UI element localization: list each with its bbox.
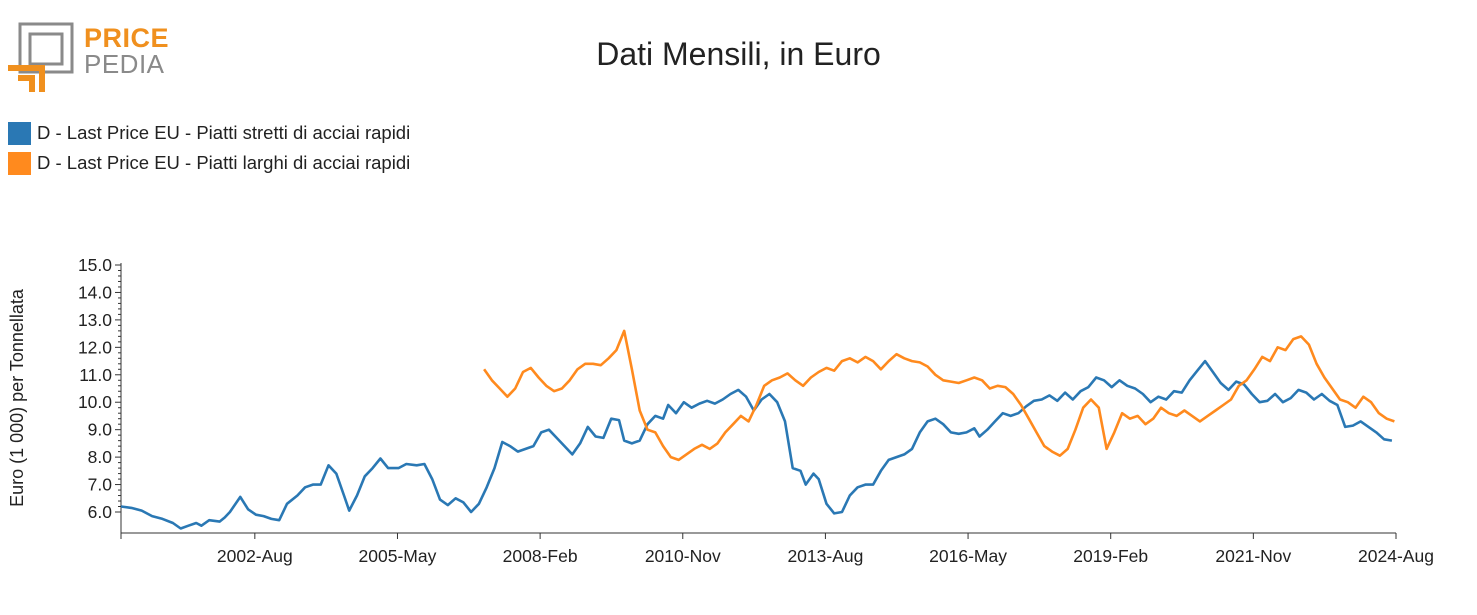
legend-swatch-blue <box>8 121 31 145</box>
legend-item-larghi[interactable]: D - Last Price EU - Piatti larghi di acc… <box>8 148 410 178</box>
y-tick-label: 6.0 <box>88 502 113 522</box>
y-tick-label: 15.0 <box>78 255 112 275</box>
y-tick-label: 7.0 <box>88 475 113 495</box>
x-tick-label: 2002-Aug <box>217 546 293 566</box>
x-tick-label: 2021-Nov <box>1215 546 1291 566</box>
y-axis: 6.0 7.0 8.0 9.0 10.0 11.0 12.0 13.0 14.0 15.0 <box>78 255 122 533</box>
x-tick-label: 2013-Aug <box>787 546 863 566</box>
legend-item-stretti[interactable]: D - Last Price EU - Piatti stretti di ac… <box>8 118 410 148</box>
chart-title: Dati Mensili, in Euro <box>596 36 881 72</box>
y-tick-label: 9.0 <box>88 420 113 440</box>
legend-label-larghi: D - Last Price EU - Piatti larghi di acc… <box>37 152 411 173</box>
x-tick-label: 2010-Nov <box>645 546 721 566</box>
logo-wordmark-pedia: PEDIA <box>84 49 165 79</box>
x-tick-label: 2005-May <box>359 546 437 566</box>
series-line-stretti[interactable] <box>120 359 1393 530</box>
x-axis: 2002-Aug 2005-May 2008-Feb 2010-Nov 2013-Aug… <box>120 532 1434 566</box>
pricepedia-logo: PRICE PEDIA <box>6 20 170 96</box>
series-lines <box>120 329 1395 530</box>
y-axis-label: Euro (1 000) per Tonnellata <box>7 288 27 507</box>
x-tick-label: 2019-Feb <box>1073 546 1148 566</box>
legend-label-stretti: D - Last Price EU - Piatti stretti di ac… <box>37 122 411 143</box>
chart-legend: D - Last Price EU - Piatti stretti di ac… <box>8 118 410 178</box>
logo-mark-icon <box>8 22 74 92</box>
y-tick-label: 13.0 <box>78 310 112 330</box>
y-tick-label: 12.0 <box>78 337 112 357</box>
series-line-larghi[interactable] <box>483 329 1395 462</box>
y-tick-label: 11.0 <box>79 365 112 385</box>
x-tick-label: 2016-May <box>929 546 1007 566</box>
y-tick-label: 10.0 <box>78 392 112 412</box>
logo-wordmark-price: PRICE <box>84 23 170 53</box>
x-tick-label: 2024-Aug <box>1358 546 1434 566</box>
legend-swatch-orange <box>8 151 31 175</box>
y-tick-label: 8.0 <box>88 447 113 467</box>
y-tick-label: 14.0 <box>78 282 112 302</box>
x-tick-label: 2008-Feb <box>503 546 578 566</box>
